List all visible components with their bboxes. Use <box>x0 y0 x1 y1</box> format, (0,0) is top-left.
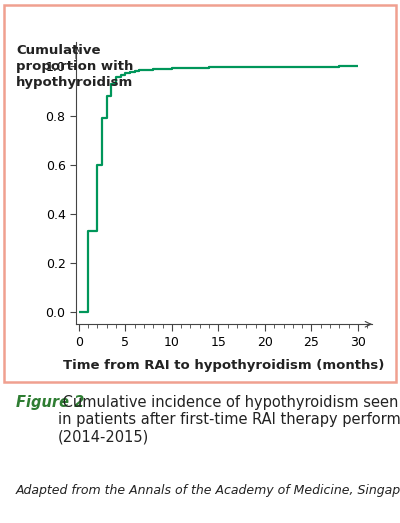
Text: Adapted from the Annals of the Academy of Medicine, Singapore¹: Adapted from the Annals of the Academy o… <box>16 484 400 497</box>
X-axis label: Time from RAI to hypothyroidism (months): Time from RAI to hypothyroidism (months) <box>63 359 385 372</box>
Text: Cumulative
proportion with
hypothyroidism: Cumulative proportion with hypothyroidis… <box>16 44 133 89</box>
Text: Cumulative incidence of hypothyroidism seen
in patients after first-time RAI the: Cumulative incidence of hypothyroidism s… <box>58 395 400 445</box>
Text: Figure 2: Figure 2 <box>16 395 84 410</box>
